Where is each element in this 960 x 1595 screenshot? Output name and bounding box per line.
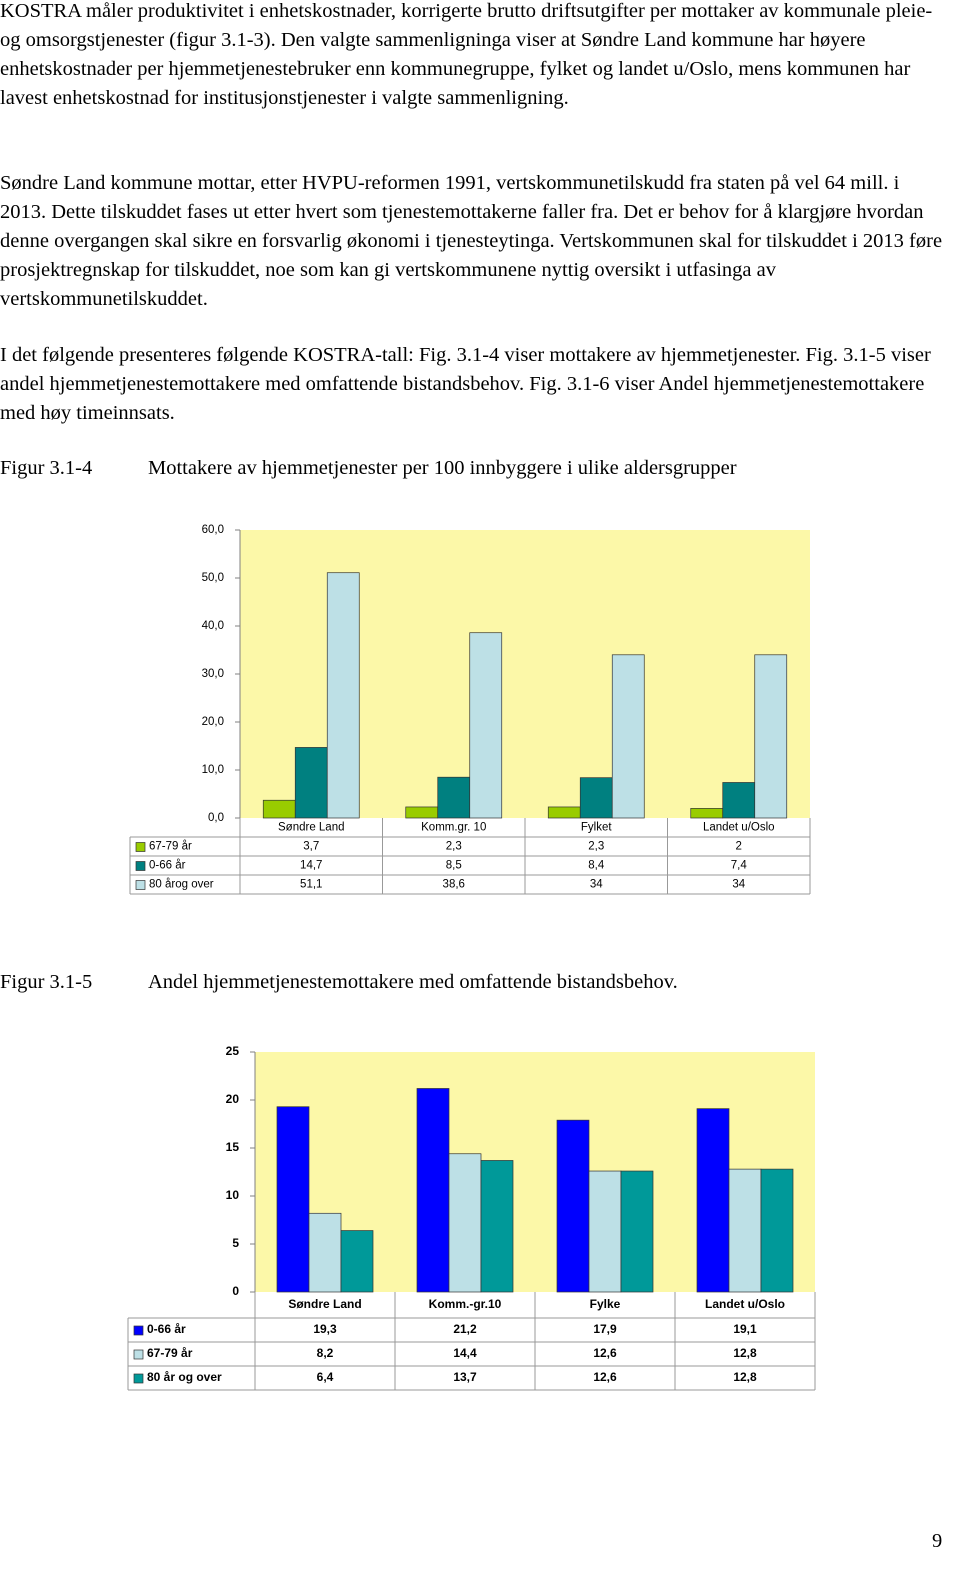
- legend-label: 67-79 år: [149, 841, 192, 853]
- y-tick-label: 50,0: [202, 572, 224, 584]
- legend-label: 80 årog over: [149, 879, 214, 891]
- data-label: 34: [732, 879, 745, 891]
- y-tick-label: 60,0: [202, 524, 224, 536]
- data-label: 8,5: [446, 860, 462, 872]
- bar: [620, 1170, 654, 1293]
- data-label: 14,4: [453, 1346, 477, 1360]
- legend-label: 0-66 år: [149, 860, 186, 872]
- legend-swatch: [133, 1349, 144, 1360]
- legend-swatch: [135, 861, 146, 871]
- bar: [760, 1168, 794, 1293]
- figure-caption: Mottakere av hjemmetjenester per 100 inn…: [148, 457, 737, 479]
- y-tick-label: 20,0: [202, 716, 224, 728]
- data-label: 8,4: [588, 860, 605, 872]
- paragraph: I det følgende presenteres følgende KOST…: [0, 344, 931, 424]
- x-tick-label: Søndre Land: [278, 822, 345, 834]
- data-label: 12,6: [593, 1346, 617, 1360]
- bar: [308, 1212, 342, 1293]
- bar: [611, 654, 645, 819]
- y-tick-label: 0,0: [208, 812, 224, 824]
- legend-label: 80 år og over: [147, 1370, 222, 1384]
- y-tick-label: 30,0: [202, 668, 224, 680]
- data-label: 12,6: [593, 1370, 617, 1384]
- paragraph: KOSTRA måler produktivitet i enhetskostn…: [0, 0, 933, 109]
- x-tick-label: Komm.gr. 10: [421, 822, 486, 834]
- y-tick-label: 15: [226, 1140, 240, 1154]
- y-tick-label: 10,0: [202, 764, 224, 776]
- data-label: 3,7: [303, 841, 319, 853]
- bar: [728, 1168, 762, 1293]
- y-tick-label: 20: [226, 1092, 240, 1106]
- data-label: 21,2: [453, 1322, 477, 1336]
- bar: [437, 776, 471, 819]
- bar: [405, 806, 439, 819]
- bar: [696, 1108, 730, 1293]
- bar: [448, 1153, 482, 1293]
- data-label: 12,8: [733, 1370, 757, 1384]
- chart: 0 5 10 15 20 25 Søndre Land Komm.-gr.10 Fylke Lan…: [127, 1044, 816, 1391]
- data-label: 2: [736, 841, 742, 853]
- x-tick-label: Komm.-gr.10: [429, 1297, 502, 1311]
- bar: [480, 1160, 514, 1293]
- y-tick-label: 25: [226, 1044, 240, 1058]
- bar: [754, 654, 788, 819]
- data-label: 8,2: [317, 1346, 334, 1360]
- bar: [690, 808, 724, 819]
- legend-swatch: [133, 1325, 144, 1336]
- bar: [588, 1170, 622, 1293]
- chart: 0,0 10,0 20,0 30,0 40,0 50,0 60,0 Søndre Land Ko…: [129, 524, 811, 895]
- bar: [262, 799, 296, 819]
- legend-swatch: [135, 880, 146, 890]
- y-tick-label: 40,0: [202, 620, 224, 632]
- bar: [722, 782, 756, 819]
- x-tick-label: Landet u/Oslo: [705, 1297, 785, 1311]
- legend-swatch: [133, 1373, 144, 1384]
- figure-caption: Andel hjemmetjenestemottakere med omfatt…: [148, 971, 678, 993]
- page-number: 9: [932, 1530, 943, 1552]
- data-label: 19,3: [313, 1322, 337, 1336]
- legend-swatch: [135, 842, 146, 852]
- x-tick-label: Søndre Land: [288, 1297, 361, 1311]
- data-label: 51,1: [300, 879, 322, 891]
- data-label: 12,8: [733, 1346, 757, 1360]
- data-label: 13,7: [453, 1370, 477, 1384]
- y-tick-label: 0: [232, 1284, 239, 1298]
- bar: [276, 1106, 310, 1293]
- bar: [547, 806, 581, 819]
- data-label: 34: [590, 879, 603, 891]
- bar: [326, 572, 360, 819]
- data-label: 14,7: [300, 860, 322, 872]
- bar: [294, 747, 328, 819]
- data-label: 2,3: [588, 841, 604, 853]
- data-label: 2,3: [446, 841, 462, 853]
- data-label: 7,4: [731, 860, 748, 872]
- bar: [416, 1088, 450, 1293]
- x-tick-label: Fylket: [581, 822, 612, 834]
- figure-label: Figur 3.1-4: [0, 457, 93, 479]
- data-label: 6,4: [317, 1370, 334, 1384]
- bar: [556, 1119, 590, 1293]
- bar: [469, 632, 503, 819]
- figure-label: Figur 3.1-5: [0, 971, 93, 993]
- legend-label: 0-66 år: [147, 1322, 186, 1336]
- data-label: 17,9: [593, 1322, 617, 1336]
- x-tick-label: Fylke: [590, 1297, 621, 1311]
- bar: [579, 777, 613, 819]
- legend-label: 67-79 år: [147, 1346, 193, 1360]
- data-label: 38,6: [443, 879, 465, 891]
- x-tick-label: Landet u/Oslo: [703, 822, 775, 834]
- data-label: 19,1: [733, 1322, 757, 1336]
- y-tick-label: 10: [226, 1188, 240, 1202]
- paragraph: Søndre Land kommune mottar, etter HVPU-r…: [0, 172, 943, 310]
- bar: [340, 1230, 374, 1293]
- y-tick-label: 5: [232, 1236, 239, 1250]
